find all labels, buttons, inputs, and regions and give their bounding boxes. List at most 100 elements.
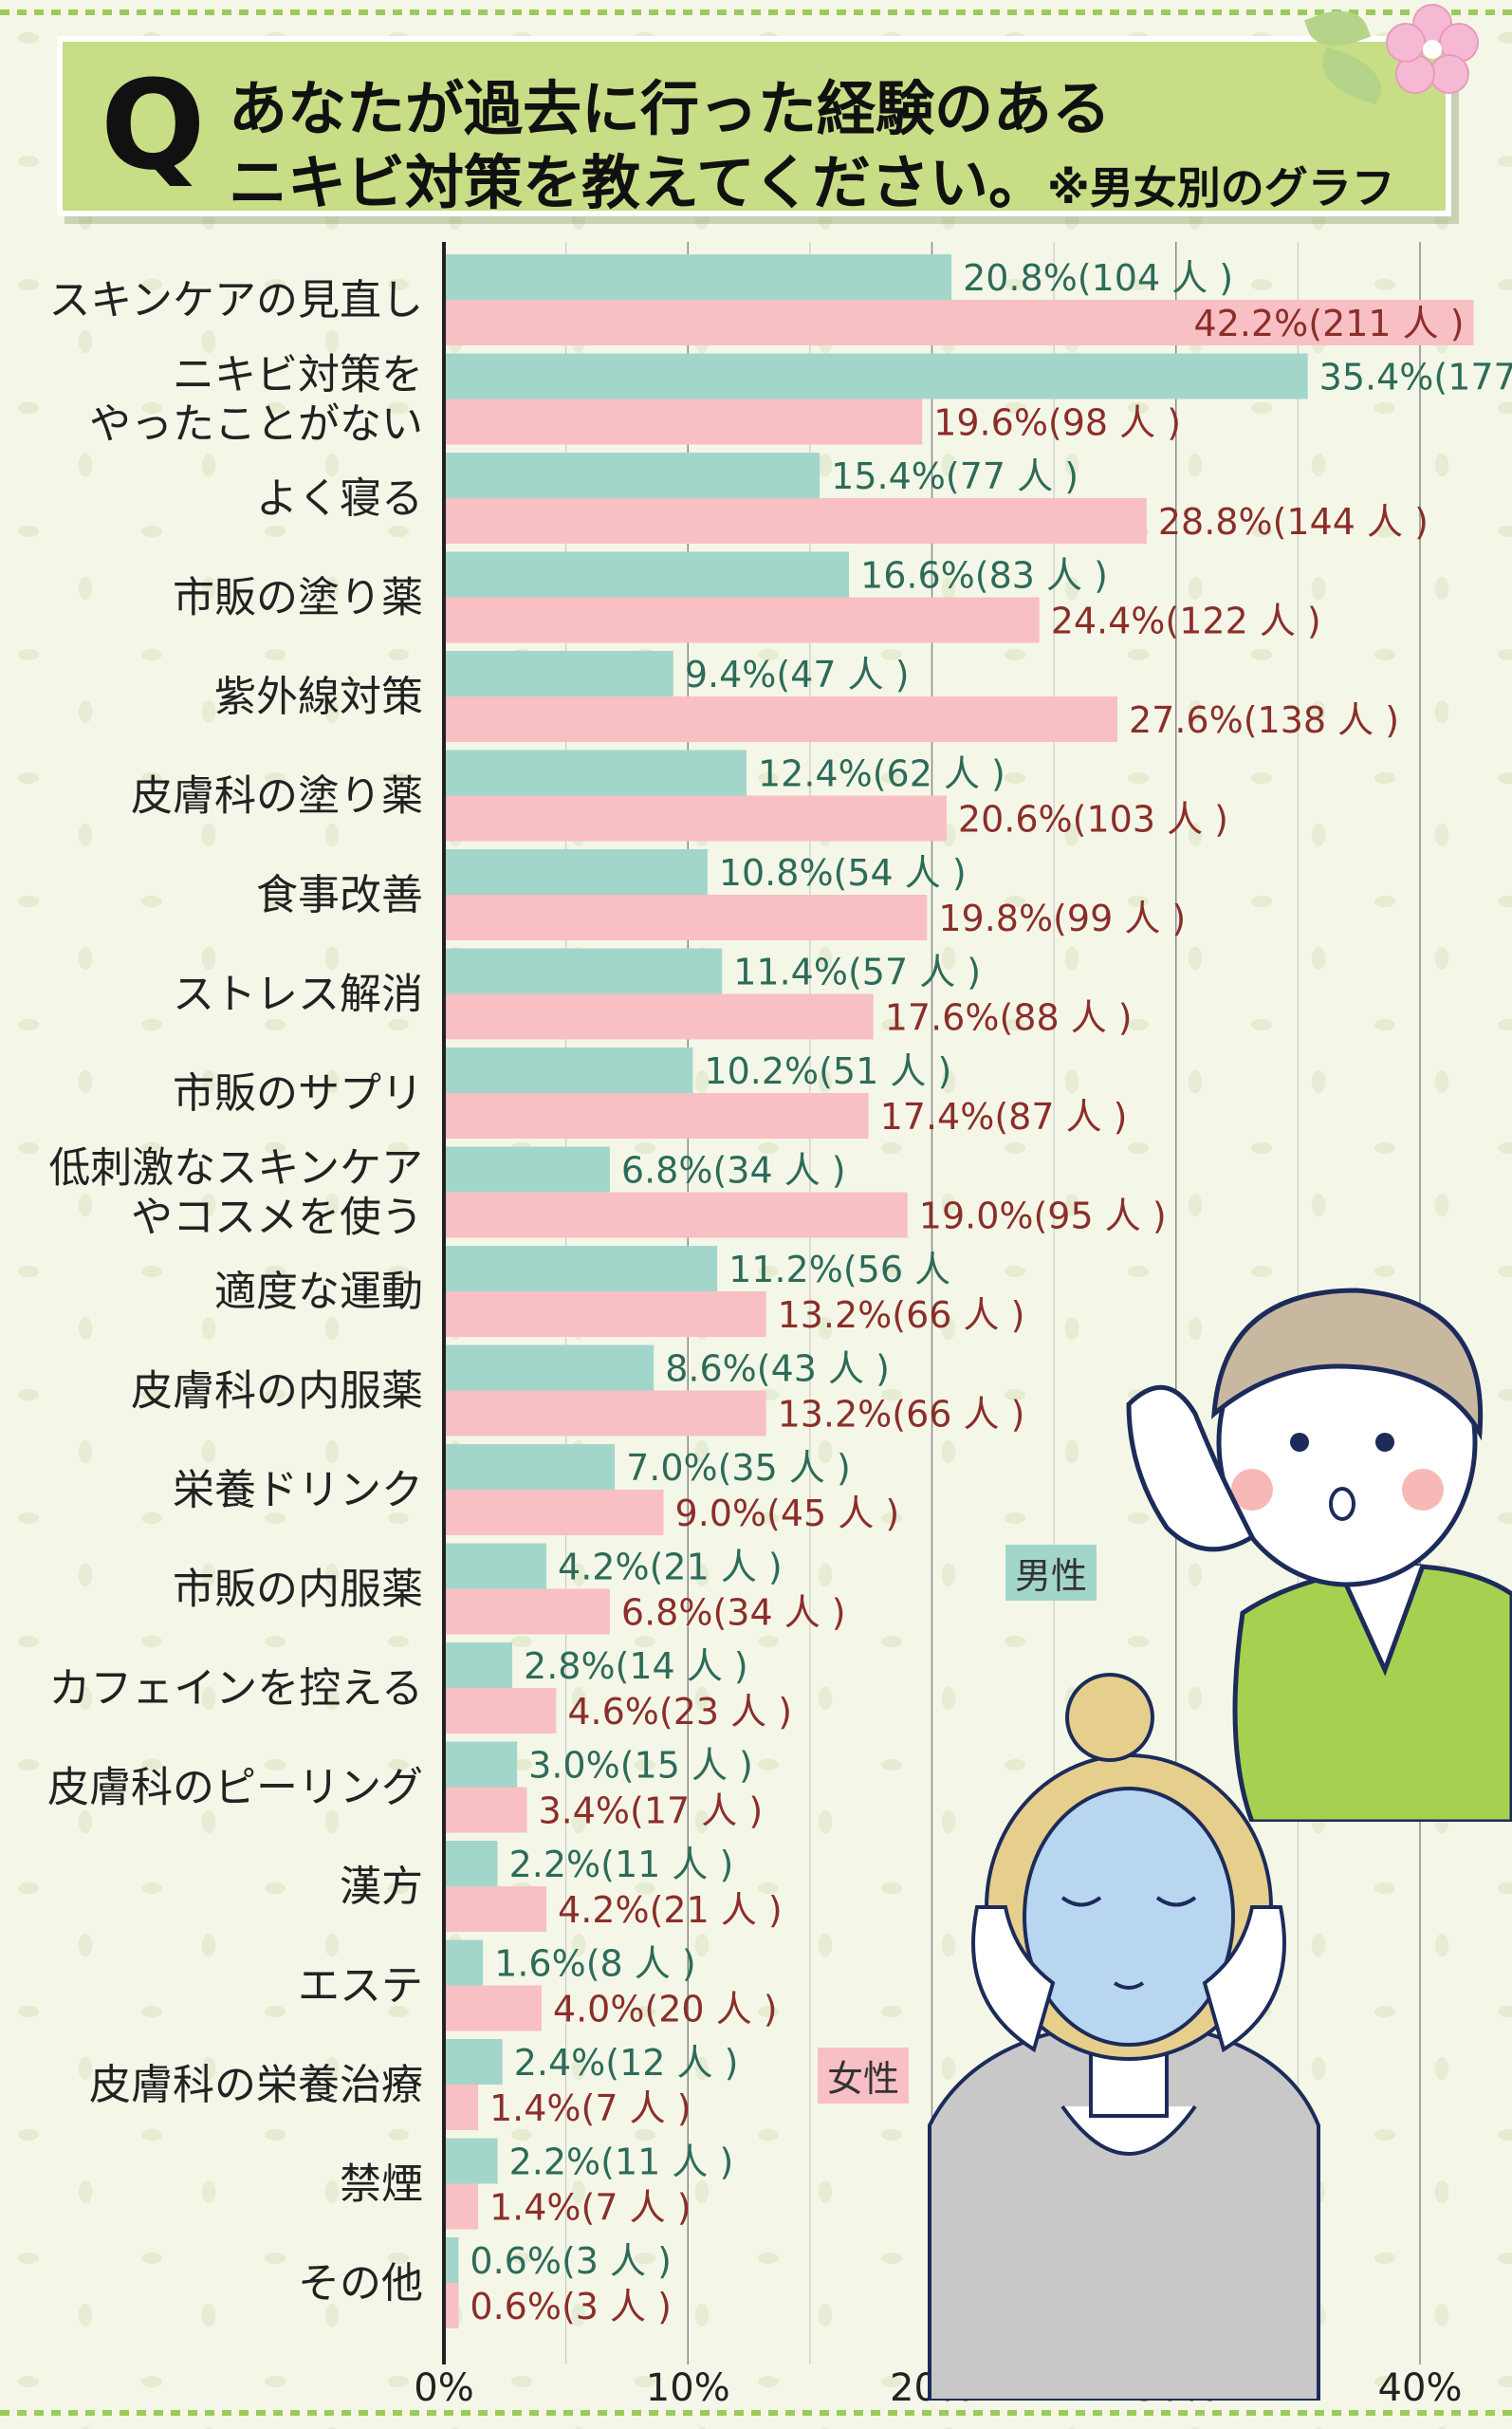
- bar-male: [444, 551, 850, 598]
- bar-male: [444, 1146, 610, 1193]
- data-label-female: 27.6%(138 人 ): [1129, 699, 1399, 741]
- data-label-female: 1.4%(7 人 ): [489, 2087, 691, 2129]
- question-title-main: ニキビ対策を教えてください。: [229, 148, 1048, 217]
- bar-male: [444, 1048, 693, 1093]
- data-label-male: 9.4%(47 人 ): [685, 654, 910, 695]
- category-label-line: ストレス解消: [173, 971, 423, 1019]
- bar-female: [444, 2183, 479, 2230]
- bar-male: [444, 651, 673, 696]
- data-label-male: 15.4%(77 人 ): [831, 455, 1079, 497]
- bar-male: [444, 2039, 503, 2085]
- bar-male: [444, 2237, 459, 2283]
- bar-male: [444, 453, 821, 498]
- data-label-female: 20.6%(103 人 ): [958, 799, 1228, 841]
- category-label-line: 漢方: [340, 1863, 423, 1911]
- category-label: その他: [298, 2259, 423, 2308]
- legend-female: 女性: [818, 2048, 910, 2104]
- data-label-female: 4.2%(21 人 ): [558, 1889, 783, 1931]
- data-label-female: 17.4%(87 人 ): [880, 1096, 1128, 1138]
- data-label-male: 0.6%(3 人 ): [470, 2240, 672, 2282]
- bar-female: [444, 795, 947, 842]
- category-label: 市販のサプリ: [173, 1069, 423, 1118]
- data-label-female: 3.4%(17 人 ): [538, 1790, 763, 1832]
- category-label-line: 紫外線対策: [214, 673, 423, 721]
- bar-female: [444, 1490, 664, 1535]
- bar-male: [444, 353, 1308, 399]
- woman-illustration: [928, 1673, 1320, 2401]
- top-border: [0, 9, 1512, 15]
- data-label-female: 1.4%(7 人 ): [489, 2187, 691, 2229]
- category-label: 低刺激なスキンケアやコスメを使う: [48, 1144, 423, 1242]
- category-label: 市販の内服薬: [173, 1566, 423, 1614]
- bar-female: [444, 2085, 479, 2130]
- bar-female: [444, 1192, 908, 1238]
- data-label-male: 10.2%(51 人 ): [704, 1050, 951, 1092]
- category-label-line: 市販のサプリ: [173, 1069, 423, 1118]
- data-label-male: 2.2%(11 人 ): [509, 2142, 734, 2183]
- category-label: 市販の塗り薬: [173, 574, 423, 622]
- data-label-female: 4.6%(23 人 ): [567, 1691, 792, 1733]
- data-label-female: 6.8%(34 人 ): [621, 1592, 846, 1634]
- data-label-male: 16.6%(83 人 ): [860, 555, 1108, 597]
- category-label-line: 皮膚科の栄養治療: [89, 2061, 423, 2109]
- bar-male: [444, 1741, 518, 1788]
- bar-male: [444, 750, 747, 796]
- category-label: 食事改善: [256, 871, 423, 919]
- data-label-male: 6.8%(34 人 ): [621, 1150, 846, 1192]
- category-label-line: 禁煙: [340, 2160, 423, 2209]
- data-label-female: 28.8%(144 人 ): [1158, 501, 1429, 543]
- x-tick-label: 10%: [646, 2366, 730, 2410]
- data-label-female: 4.0%(20 人 ): [553, 1989, 778, 2030]
- category-label: 皮膚科の栄養治療: [89, 2061, 423, 2109]
- category-label: ニキビ対策をやったことがない: [89, 351, 423, 449]
- data-label-male: 12.4%(62 人 ): [758, 753, 1005, 795]
- bar-male: [444, 1543, 547, 1589]
- data-label-female: 19.6%(98 人 ): [933, 402, 1181, 444]
- category-label: スキンケアの見直し: [48, 276, 423, 324]
- bar-female: [444, 1390, 766, 1437]
- bar-male: [444, 1246, 718, 1291]
- category-label-line: 低刺激なスキンケア: [48, 1144, 423, 1193]
- data-label-male: 2.8%(14 人 ): [524, 1645, 748, 1687]
- bar-female: [444, 993, 874, 1040]
- data-label-female: 19.0%(95 人 ): [919, 1196, 1167, 1237]
- category-label-line: 皮膚科のピーリング: [47, 1764, 423, 1812]
- bar-female: [444, 498, 1147, 544]
- category-label: 皮膚科のピーリング: [47, 1764, 423, 1812]
- data-label-male: 7.0%(35 人 ): [626, 1447, 851, 1489]
- bar-male: [444, 1444, 616, 1490]
- bar-female: [444, 1291, 766, 1337]
- data-label-male: 2.4%(12 人 ): [514, 2042, 739, 2084]
- category-label: 適度な運動: [214, 1268, 423, 1316]
- bar-male: [444, 849, 708, 895]
- category-label: カフェインを控える: [48, 1664, 423, 1713]
- category-label-line: やったことがない: [89, 400, 423, 449]
- legend-male: 男性: [1005, 1545, 1097, 1601]
- category-label-line: 市販の塗り薬: [173, 574, 423, 622]
- data-label-female: 9.0%(45 人 ): [675, 1493, 900, 1534]
- category-label-line: 食事改善: [256, 871, 423, 919]
- bar-female: [444, 399, 923, 445]
- category-label: 紫外線対策: [214, 673, 423, 721]
- bar-female: [444, 696, 1118, 742]
- data-label-male: 35.4%(177 人 ): [1319, 357, 1512, 399]
- man-illustration: [1126, 1288, 1512, 1822]
- category-label: 禁煙: [340, 2160, 423, 2209]
- question-header: Q あなたが過去に行った経験のある ニキビ対策を教えてください。※男女別のグラフ: [57, 36, 1451, 217]
- bar-female: [444, 1688, 557, 1734]
- category-label-line: やコスメを使う: [131, 1194, 423, 1242]
- category-label-line: その他: [298, 2259, 423, 2308]
- data-label-female: 13.2%(66 人 ): [778, 1394, 1025, 1436]
- category-label: 皮膚科の塗り薬: [131, 772, 423, 821]
- category-label-line: カフェインを控える: [48, 1664, 423, 1713]
- data-label-male: 20.8%(104 人 ): [963, 257, 1233, 299]
- data-label-female: 13.2%(66 人 ): [778, 1294, 1025, 1336]
- category-label-line: 皮膚科の塗り薬: [131, 772, 423, 821]
- bar-female: [444, 1588, 610, 1635]
- bottom-border: [0, 2410, 1512, 2416]
- category-label: 栄養ドリンク: [173, 1466, 423, 1514]
- bar-male: [444, 2138, 498, 2184]
- data-label-male: 11.2%(56 人: [728, 1249, 950, 1290]
- question-title-line1: あなたが過去に行った経験のある: [229, 74, 1112, 143]
